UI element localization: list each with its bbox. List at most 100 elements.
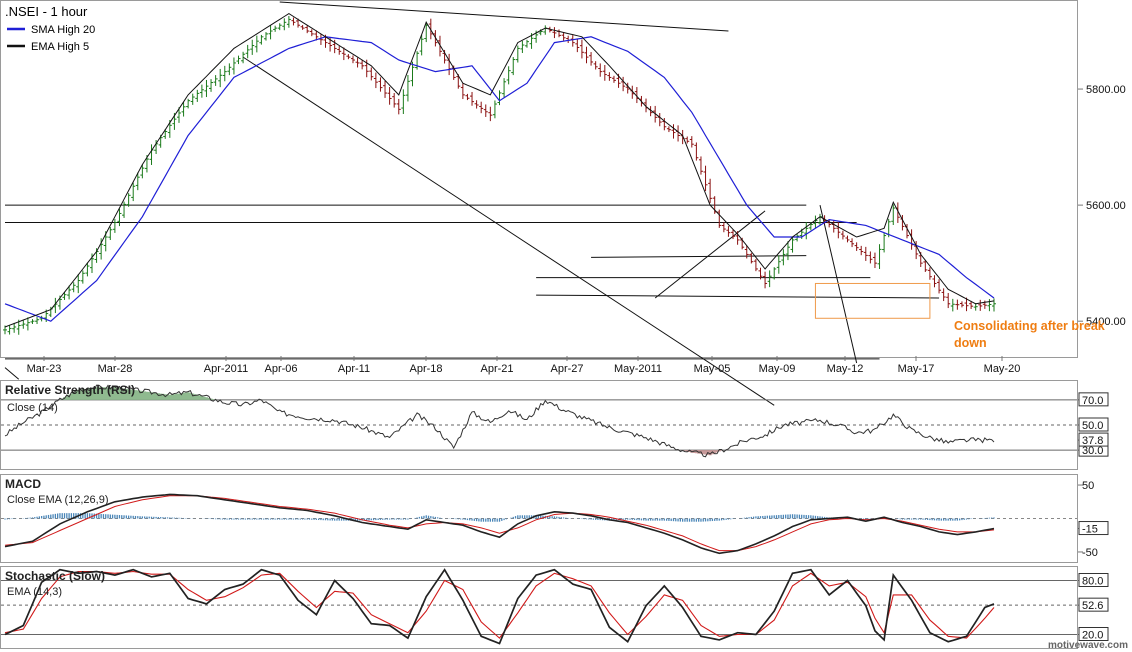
price-bar — [992, 298, 996, 312]
price-bar — [859, 245, 864, 256]
price-bar — [222, 65, 227, 82]
price-bar — [176, 107, 181, 123]
price-bar — [350, 55, 355, 64]
stochastic-pane[interactable] — [0, 566, 1078, 649]
macd-current-label: -15 — [1082, 524, 1098, 536]
price-bar — [126, 193, 131, 207]
macd-line — [4, 493, 995, 555]
price-bar — [863, 246, 868, 261]
price-pane[interactable] — [0, 0, 1078, 358]
x-tick-label: May-2011 — [614, 363, 662, 375]
price-bar — [589, 52, 594, 66]
x-tick-label: May-17 — [898, 363, 935, 375]
ema-high-5-line — [4, 13, 995, 328]
price-bar — [337, 46, 342, 55]
trend-line[interactable] — [279, 1, 729, 32]
x-tick-label: May-20 — [984, 363, 1021, 375]
price-bar — [474, 100, 479, 109]
rsi-y-value-box — [1078, 417, 1109, 432]
rsi-subtitle: Close (14) — [7, 402, 58, 414]
price-bar — [190, 93, 195, 105]
price-bar — [112, 218, 117, 233]
price-bar — [753, 258, 758, 272]
legend: SMA High 20 EMA High 5 — [7, 24, 95, 53]
trend-line[interactable] — [536, 294, 940, 299]
price-bar — [314, 30, 319, 41]
price-bar — [163, 129, 168, 139]
price-bar — [598, 63, 603, 77]
trend-lines — [4, 1, 940, 406]
price-bar — [296, 18, 301, 28]
price-bar — [346, 54, 351, 60]
y-tick-label: 5400.00 — [1086, 316, 1126, 328]
stochastic-y-label: 52.6 — [1082, 600, 1103, 612]
x-tick-label: May-09 — [759, 363, 796, 375]
price-bar — [282, 18, 287, 31]
price-bar — [520, 40, 525, 53]
macd-title: MACD — [5, 477, 41, 491]
price-bar — [744, 245, 749, 259]
price-bar — [410, 61, 415, 87]
price-bar — [868, 251, 873, 264]
price-bar — [492, 100, 497, 119]
price-bar — [877, 244, 882, 269]
y-tick-label: 5800.00 — [1086, 84, 1126, 96]
price-bar — [524, 39, 529, 48]
price-bar — [891, 204, 896, 226]
price-bar — [671, 124, 676, 139]
price-bar — [369, 67, 374, 81]
price-bar — [186, 98, 191, 109]
y-tick-label: 5600.00 — [1086, 200, 1126, 212]
price-bar — [488, 106, 493, 122]
price-bar — [776, 255, 781, 274]
price-bar — [607, 72, 612, 81]
price-bar — [195, 89, 200, 102]
price-bar — [946, 292, 951, 309]
price-bar — [309, 29, 314, 37]
price-bar — [483, 104, 488, 117]
price-bar — [662, 118, 667, 131]
price-bar — [763, 271, 768, 289]
price-bar — [99, 238, 104, 260]
rsi-y-label: 30.0 — [1082, 445, 1103, 457]
price-bar — [378, 77, 383, 92]
stochastic-y-label: 80.0 — [1082, 576, 1103, 588]
price-bar — [360, 59, 365, 70]
price-bar — [845, 235, 850, 243]
x-tick-label: Mar-23 — [27, 363, 62, 375]
price-bar — [71, 282, 76, 293]
price-bar — [21, 320, 26, 329]
price-bar — [25, 317, 30, 331]
price-bar — [698, 156, 703, 175]
chart-title: .NSEI - 1 hour — [5, 4, 88, 19]
trend-line[interactable] — [819, 205, 858, 364]
price-bar — [415, 51, 420, 70]
trend-line[interactable] — [242, 56, 775, 406]
trend-line[interactable] — [591, 255, 807, 258]
x-tick-label: May-12 — [827, 363, 864, 375]
price-bar — [131, 182, 136, 202]
trend-line[interactable] — [4, 367, 20, 380]
macd-pane[interactable] — [0, 474, 1078, 563]
x-tick-label: Apr-11 — [338, 363, 370, 375]
price-bar — [955, 299, 960, 310]
price-bar — [708, 178, 713, 203]
stochastic-k-line — [4, 568, 995, 645]
x-tick-label: Apr-2011 — [204, 363, 248, 375]
price-bars — [3, 16, 996, 335]
stochastic-title: Stochastic (Slow) — [5, 569, 105, 583]
legend-sma-label: SMA High 20 — [31, 24, 95, 36]
price-bar — [731, 229, 736, 240]
price-bar — [387, 87, 392, 105]
price-bar — [199, 84, 204, 98]
price-bar — [7, 325, 12, 335]
price-bar — [950, 298, 955, 312]
price-bar — [470, 91, 475, 106]
price-bar — [552, 27, 557, 39]
macd-y-label: -50 — [1082, 547, 1098, 559]
rsi-pane[interactable] — [0, 380, 1078, 470]
price-bar — [978, 299, 983, 311]
price-bar — [882, 232, 887, 253]
price-bar — [460, 83, 465, 100]
trend-line[interactable] — [654, 210, 766, 299]
